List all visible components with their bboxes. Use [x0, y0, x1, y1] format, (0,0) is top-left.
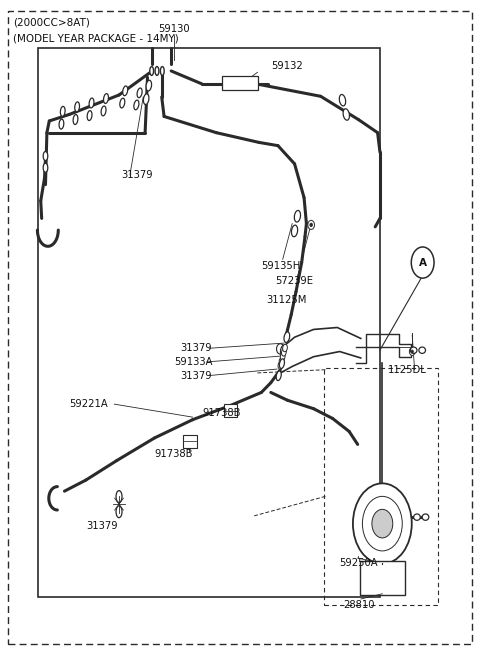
Circle shape: [308, 220, 314, 229]
Ellipse shape: [43, 151, 48, 160]
Ellipse shape: [144, 94, 149, 105]
Ellipse shape: [43, 163, 48, 172]
Text: 59135H: 59135H: [261, 261, 300, 271]
Ellipse shape: [343, 109, 349, 121]
Ellipse shape: [281, 348, 286, 356]
Ellipse shape: [104, 94, 108, 103]
Ellipse shape: [279, 358, 284, 365]
Ellipse shape: [410, 347, 417, 354]
Circle shape: [310, 223, 312, 227]
Ellipse shape: [276, 371, 281, 381]
Text: (2000CC>8AT): (2000CC>8AT): [13, 17, 90, 27]
Ellipse shape: [291, 225, 298, 236]
Text: 59132: 59132: [271, 61, 302, 71]
Circle shape: [362, 496, 402, 551]
Circle shape: [276, 344, 284, 354]
Ellipse shape: [123, 86, 128, 96]
Text: 31125M: 31125M: [266, 295, 306, 305]
Ellipse shape: [278, 362, 283, 369]
Text: 31379: 31379: [121, 170, 153, 180]
Circle shape: [353, 483, 412, 564]
Ellipse shape: [137, 88, 142, 98]
Circle shape: [409, 348, 415, 356]
Text: 59221A: 59221A: [69, 399, 108, 409]
Ellipse shape: [89, 98, 94, 108]
Text: 91738B: 91738B: [155, 449, 193, 459]
Ellipse shape: [150, 67, 154, 75]
Ellipse shape: [294, 210, 300, 222]
FancyBboxPatch shape: [222, 76, 258, 90]
Circle shape: [372, 510, 393, 538]
Text: 1125DL: 1125DL: [388, 365, 427, 375]
Ellipse shape: [134, 100, 139, 110]
Ellipse shape: [280, 345, 286, 356]
Circle shape: [411, 350, 413, 353]
Ellipse shape: [73, 115, 78, 124]
Text: 31379: 31379: [180, 371, 212, 381]
Ellipse shape: [87, 111, 92, 121]
Ellipse shape: [60, 106, 65, 117]
Ellipse shape: [146, 81, 152, 91]
Text: 28810: 28810: [343, 601, 375, 610]
Ellipse shape: [419, 347, 425, 354]
Text: A: A: [419, 257, 427, 267]
FancyBboxPatch shape: [360, 561, 405, 595]
Ellipse shape: [284, 332, 289, 343]
FancyBboxPatch shape: [183, 434, 197, 448]
FancyBboxPatch shape: [224, 404, 238, 417]
Circle shape: [411, 247, 434, 278]
Ellipse shape: [280, 353, 285, 360]
Ellipse shape: [75, 102, 80, 112]
Ellipse shape: [279, 359, 285, 369]
Ellipse shape: [101, 106, 106, 116]
Text: 57239E: 57239E: [276, 276, 313, 286]
Ellipse shape: [414, 514, 420, 520]
Text: (MODEL YEAR PACKAGE - 14MY): (MODEL YEAR PACKAGE - 14MY): [13, 33, 179, 43]
Text: 59133A: 59133A: [175, 357, 213, 367]
Text: 59250A: 59250A: [340, 557, 378, 568]
Ellipse shape: [339, 94, 346, 106]
Ellipse shape: [283, 345, 288, 352]
Ellipse shape: [155, 67, 159, 75]
Text: 91738B: 91738B: [202, 408, 240, 419]
Text: 31379: 31379: [86, 521, 118, 531]
Ellipse shape: [59, 119, 64, 129]
Text: 59130: 59130: [158, 24, 190, 34]
Ellipse shape: [120, 98, 125, 108]
Ellipse shape: [422, 514, 429, 520]
Ellipse shape: [160, 67, 164, 75]
Ellipse shape: [116, 506, 122, 517]
Ellipse shape: [116, 491, 122, 502]
Text: 31379: 31379: [180, 343, 212, 353]
